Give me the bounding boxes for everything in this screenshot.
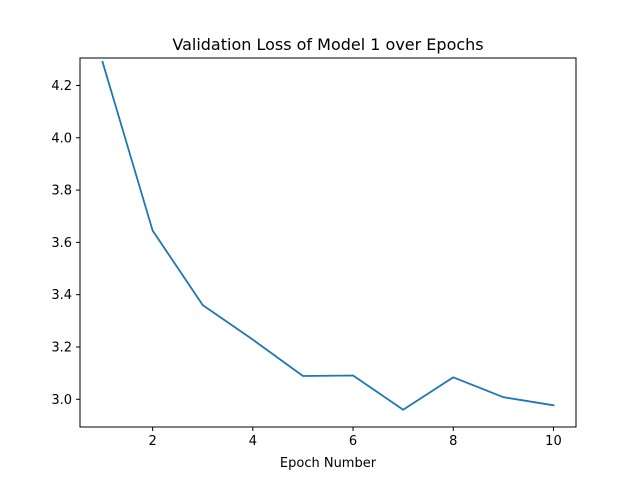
x-axis-ticks: 2 4 6 8 10 bbox=[149, 427, 562, 449]
y-tick-label: 3.8 bbox=[51, 184, 72, 199]
y-axis-ticks: 3.0 3.2 3.4 3.6 3.8 4.0 4.2 bbox=[51, 79, 80, 408]
x-tick-label: 8 bbox=[449, 434, 457, 449]
x-tick-label: 10 bbox=[545, 434, 562, 449]
y-tick-label: 4.0 bbox=[51, 131, 72, 146]
x-tick-label: 2 bbox=[149, 434, 157, 449]
plot-area-frame bbox=[79, 57, 577, 428]
x-tick-label: 6 bbox=[349, 434, 357, 449]
x-tick-label: 4 bbox=[249, 434, 257, 449]
y-tick-label: 3.4 bbox=[51, 288, 72, 303]
x-axis-label: Epoch Number bbox=[280, 456, 377, 471]
series-line bbox=[101, 60, 555, 411]
chart-title: Validation Loss of Model 1 over Epochs bbox=[172, 35, 483, 54]
y-tick-label: 4.2 bbox=[51, 79, 72, 94]
y-tick-label: 3.0 bbox=[51, 393, 72, 408]
y-tick-label: 3.2 bbox=[51, 340, 72, 355]
y-tick-label: 3.6 bbox=[51, 236, 72, 251]
